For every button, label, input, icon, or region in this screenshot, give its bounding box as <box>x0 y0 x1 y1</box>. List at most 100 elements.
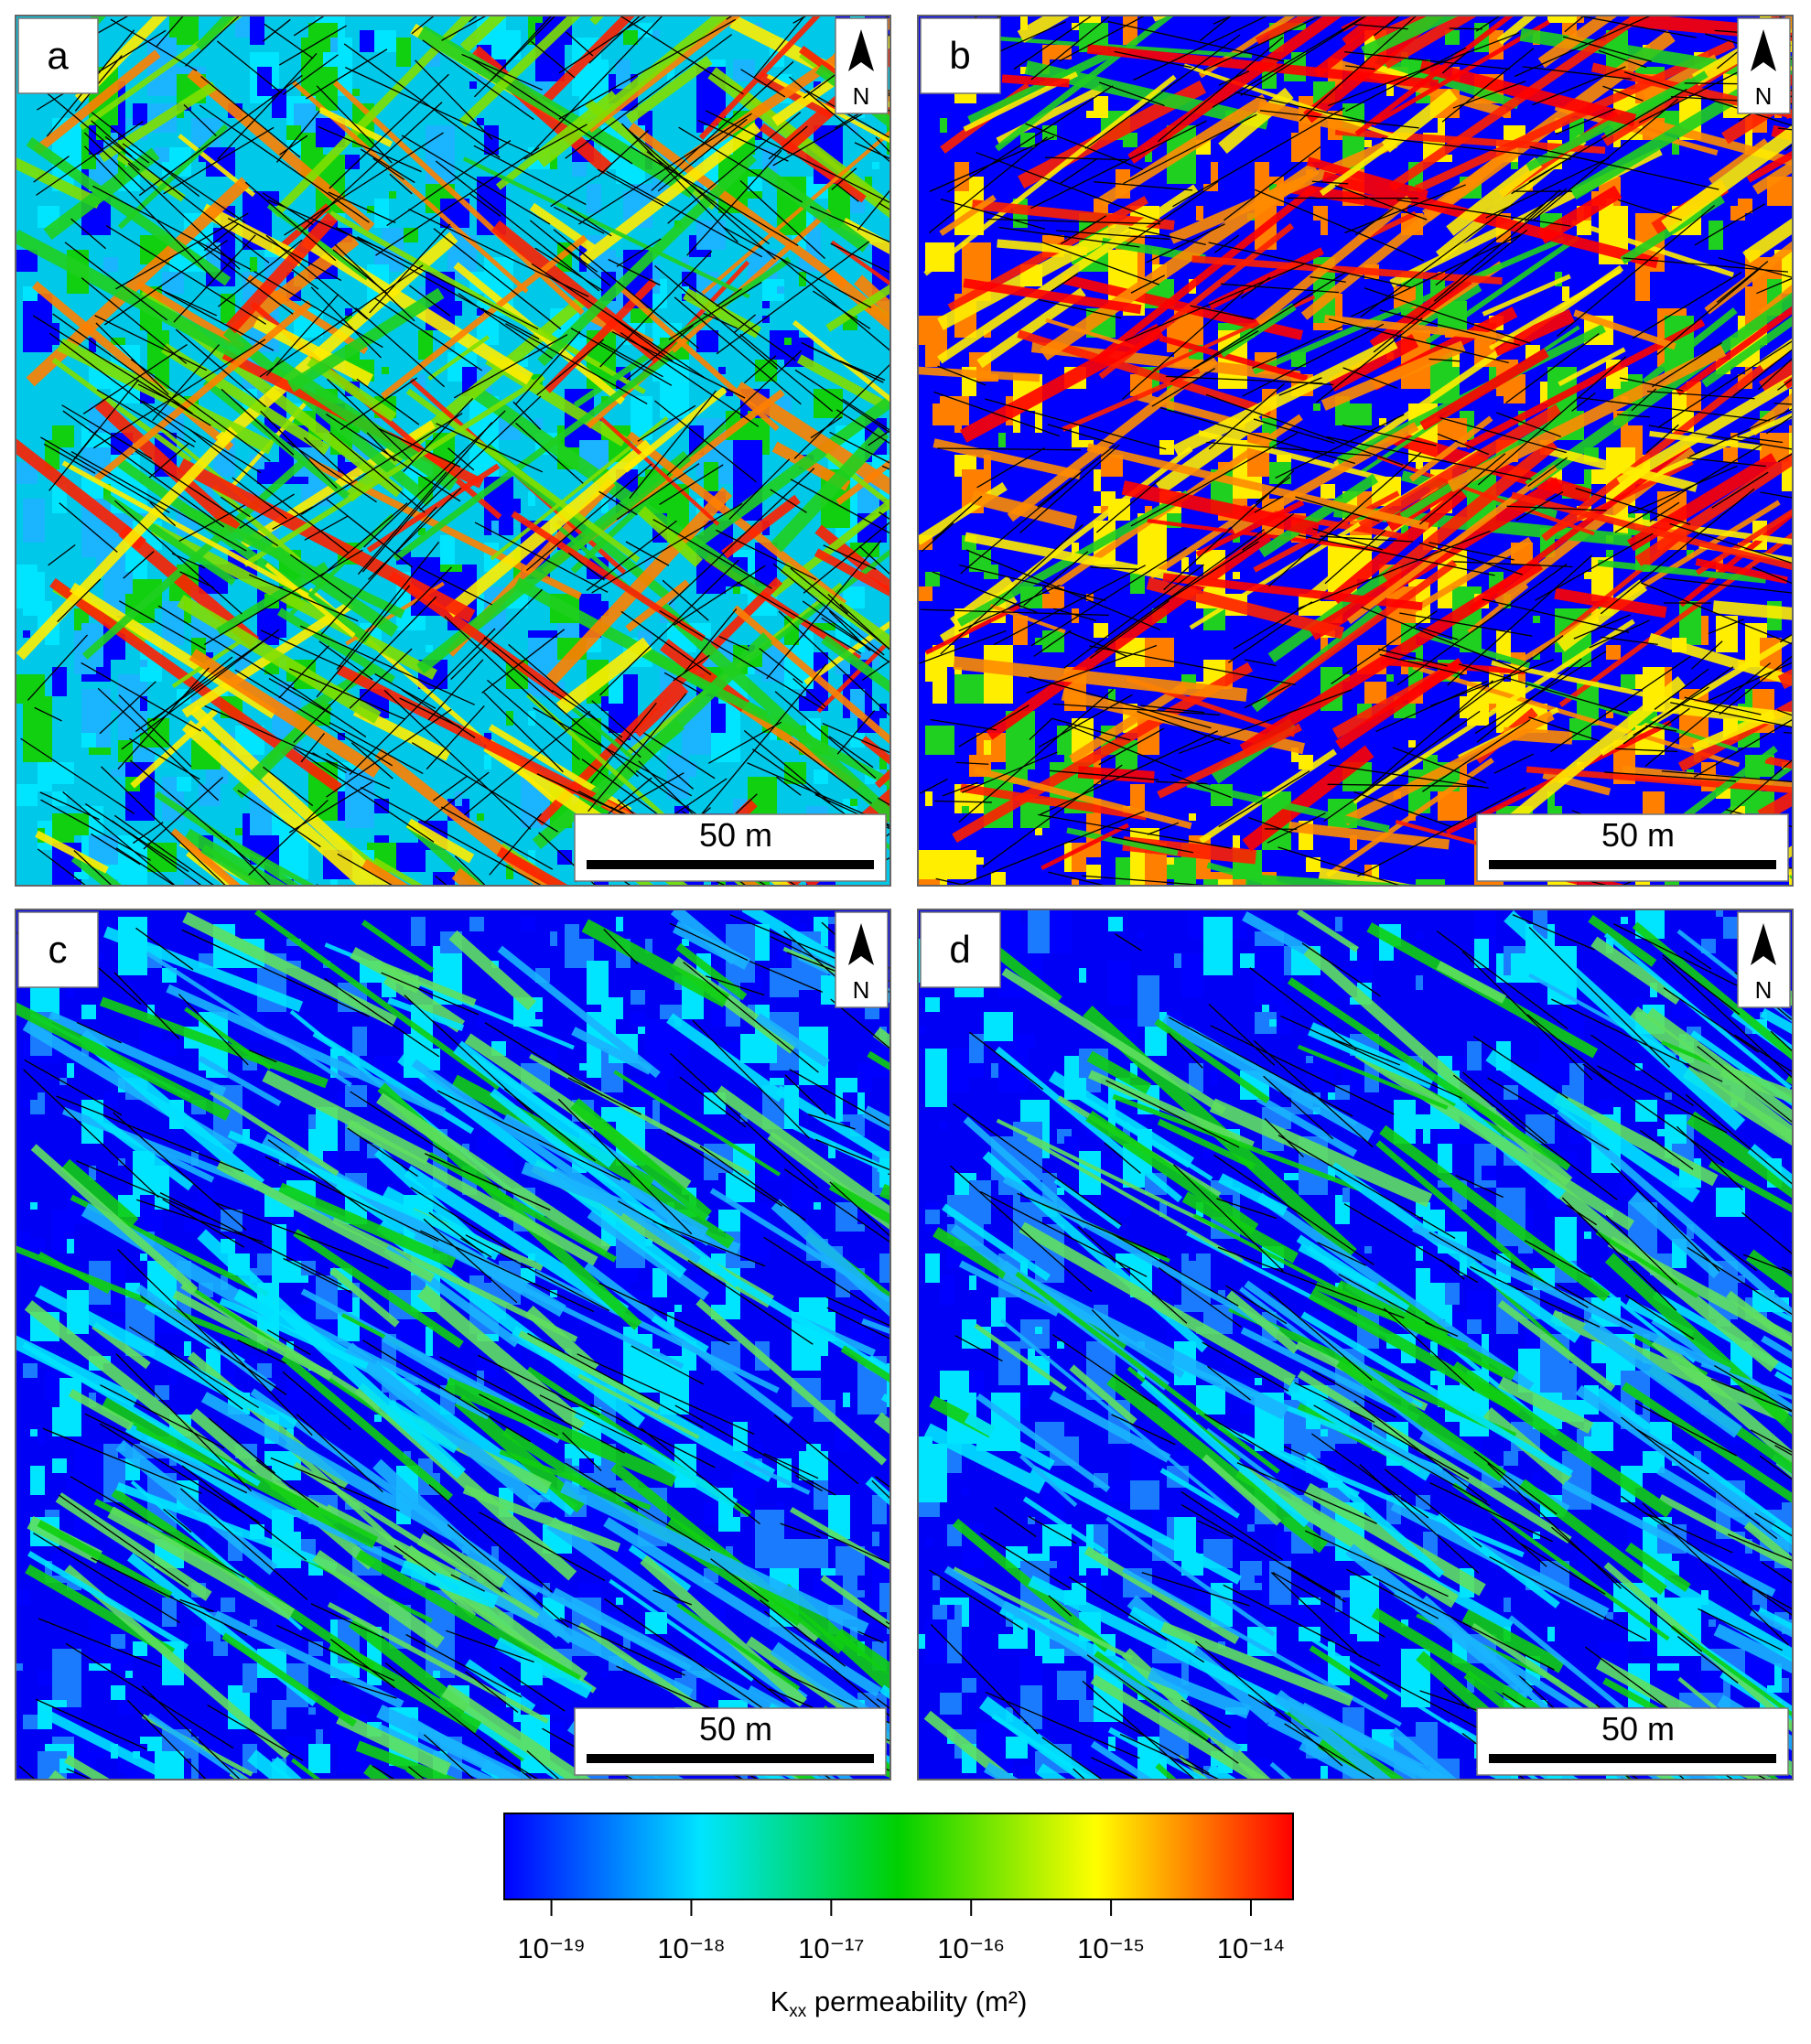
map-cell <box>1145 147 1152 162</box>
fracture-zone <box>281 1353 454 1501</box>
fracture-trace <box>1244 659 1277 667</box>
fracture-trace <box>668 281 762 340</box>
fracture-trace <box>1532 66 1626 106</box>
map-cell <box>67 983 74 997</box>
fracture-zone <box>1086 1050 1152 1094</box>
fracture-zone <box>400 1560 499 1608</box>
map-cell <box>947 850 976 879</box>
map-cell <box>235 828 243 835</box>
fracture-zone <box>1186 780 1390 834</box>
fracture-trace <box>1711 471 1769 509</box>
fracture-trace <box>419 395 542 511</box>
fracture-trace <box>349 628 496 776</box>
fracture-zone <box>577 1373 700 1439</box>
map-cell <box>147 1005 155 1019</box>
fracture-zone <box>743 1459 811 1495</box>
fracture-trace <box>84 802 189 873</box>
fracture-trace <box>264 23 314 59</box>
fracture-trace <box>179 571 214 588</box>
fracture-trace <box>1089 645 1296 685</box>
fracture-trace <box>481 629 566 694</box>
map-cell <box>279 1158 286 1166</box>
fracture-trace <box>1418 542 1523 576</box>
map-cell <box>1533 1473 1540 1480</box>
map-cell <box>140 1195 155 1224</box>
scale-bar <box>587 1754 874 1763</box>
fracture-trace <box>337 853 394 886</box>
north-label: N <box>1755 82 1773 110</box>
fracture-trace <box>1190 305 1254 320</box>
fracture-zone <box>161 343 330 455</box>
fracture-zone <box>1414 39 1735 194</box>
map-cell <box>631 990 645 1005</box>
fracture-trace <box>1082 1680 1196 1780</box>
fracture-trace <box>1104 1142 1141 1174</box>
fracture-trace <box>138 74 303 197</box>
fracture-zone <box>958 1260 1060 1317</box>
fracture-trace <box>1320 535 1414 543</box>
fracture-trace <box>962 751 1058 793</box>
map-cell <box>1511 162 1518 169</box>
fracture-trace <box>1224 1285 1288 1325</box>
scale-bar <box>587 860 874 869</box>
fracture-trace <box>1705 662 1793 703</box>
fracture-trace <box>1621 1416 1778 1540</box>
fracture-zone <box>960 783 1148 821</box>
fracture-zone <box>683 288 762 339</box>
fracture-zone <box>361 920 435 974</box>
fracture-trace <box>1458 663 1630 715</box>
map-cell <box>125 983 133 997</box>
map-cell <box>984 740 991 755</box>
fracture-zone <box>1561 1480 1776 1598</box>
fracture-trace <box>878 797 890 806</box>
fracture-zone <box>1321 171 1659 269</box>
map-cell <box>250 1619 257 1627</box>
fracture-trace <box>185 16 241 67</box>
fracture-trace <box>861 660 890 682</box>
fracture-zone <box>1256 1192 1535 1391</box>
fracture-zone <box>16 229 248 363</box>
fracture-trace <box>665 1132 783 1207</box>
map-cell <box>111 769 118 777</box>
fracture-trace <box>1207 1365 1251 1401</box>
fracture-trace <box>255 1459 319 1508</box>
fracture-zone <box>37 1520 173 1599</box>
fracture-zone <box>1518 1479 1667 1596</box>
scale-box <box>574 813 887 882</box>
fracture-trace <box>141 1685 242 1780</box>
fracture-zone <box>1588 914 1657 967</box>
fracture-trace <box>1105 1080 1240 1148</box>
fracture-trace <box>91 120 133 157</box>
fracture-trace <box>1663 987 1759 1053</box>
map-cell <box>1709 221 1723 250</box>
map-cell <box>330 38 338 52</box>
fracture-trace <box>1283 1446 1336 1471</box>
fracture-trace <box>291 268 319 290</box>
map-cell <box>1577 1546 1591 1576</box>
fracture-trace <box>503 1088 596 1162</box>
fracture-trace <box>1489 1556 1647 1641</box>
fracture-zone <box>1026 1136 1244 1263</box>
map-cell <box>1145 638 1174 667</box>
fracture-trace <box>1137 710 1231 745</box>
map-cell <box>1606 1422 1613 1436</box>
map-cell <box>667 67 674 81</box>
map-cell <box>455 301 462 316</box>
fracture-trace <box>1551 998 1723 1082</box>
map-cell <box>206 484 213 499</box>
fracture-zone <box>55 1492 212 1601</box>
fracture-zone <box>1752 1297 1793 1324</box>
fracture-trace <box>329 73 449 189</box>
fracture-trace <box>1025 123 1143 170</box>
map-cell <box>52 425 74 447</box>
map-cell <box>755 23 762 30</box>
fracture-zone <box>571 1027 653 1075</box>
map-cell <box>1504 1598 1511 1612</box>
scale-box <box>574 1707 887 1776</box>
fracture-zone <box>1053 1178 1122 1230</box>
map-cell <box>250 16 264 45</box>
map-cell <box>491 1546 499 1561</box>
fracture-zone <box>625 56 713 124</box>
fracture-trace <box>135 450 279 547</box>
fracture-zone <box>1446 156 1543 236</box>
